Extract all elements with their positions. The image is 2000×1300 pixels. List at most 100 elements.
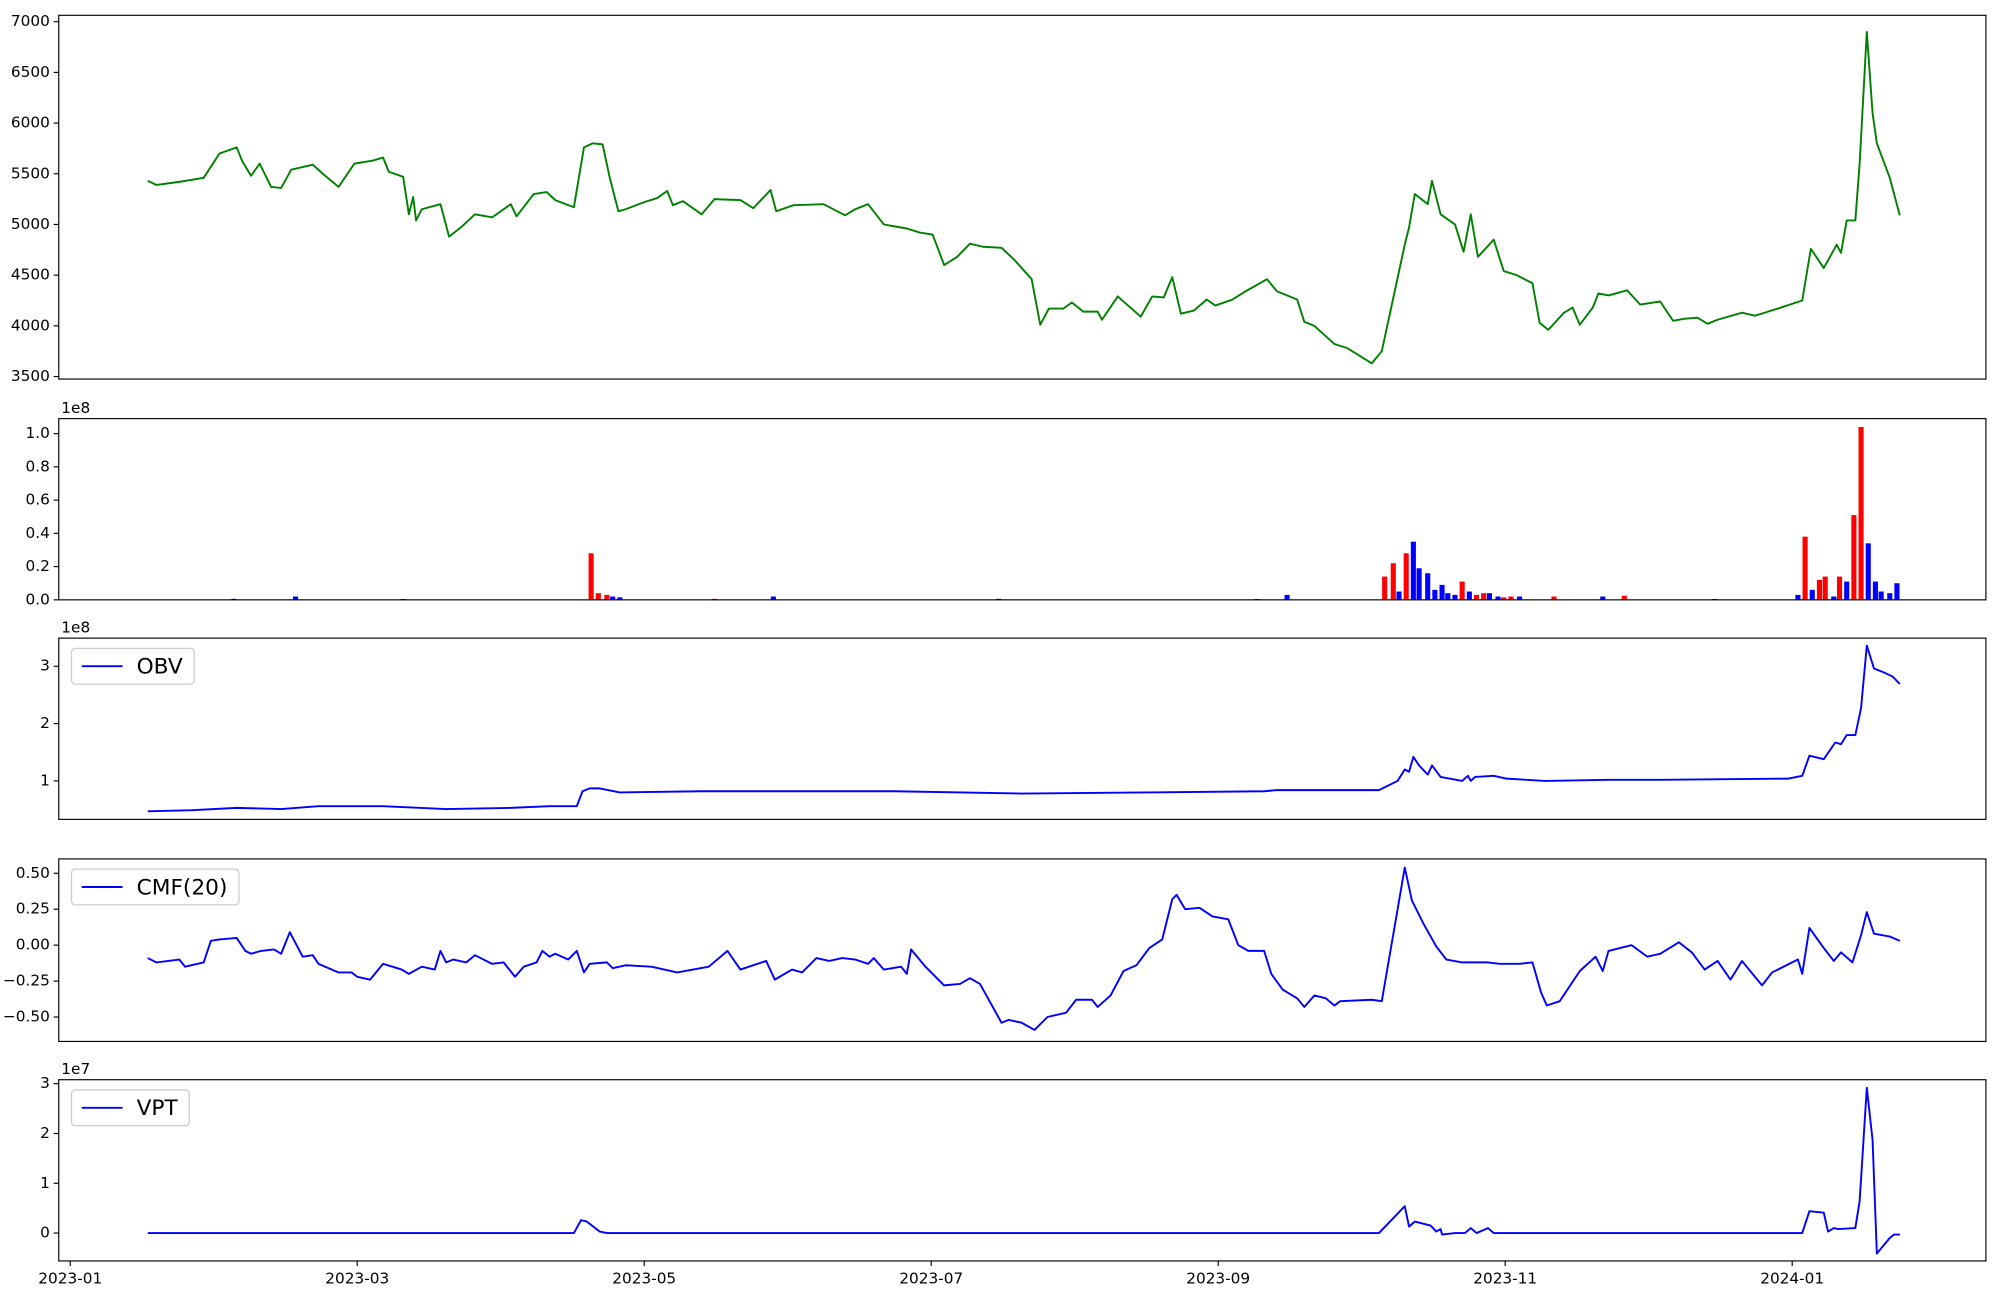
bar [1600, 596, 1606, 600]
bar [588, 553, 594, 600]
bar [1516, 596, 1523, 600]
y-tick-label: 1 [40, 771, 50, 789]
bar [1802, 536, 1808, 600]
y-tick-label: 4000 [11, 316, 50, 334]
y-tick-label: 6000 [11, 114, 50, 132]
bar [1865, 543, 1871, 600]
y-tick-label: 0.2 [25, 557, 49, 575]
bar [1894, 583, 1900, 600]
plot-frame [58, 418, 1987, 601]
bar [1459, 581, 1465, 600]
panel: −0.50 −0.25 0.00 0.25 0.50 CMF(20) [3, 858, 1987, 1043]
line [147, 644, 1901, 813]
legend-label: CMF(20) [137, 875, 228, 900]
bar [1481, 593, 1487, 600]
y-tick-label: 0.4 [25, 524, 49, 542]
panel: 0 1 2 3 2023-01 2023-03 2023-05 2023-07 2023-09 2… [38, 1060, 1987, 1287]
bar [1403, 553, 1409, 600]
y-tick-label: 4500 [11, 266, 50, 284]
y-tick-label: 2 [40, 1124, 50, 1142]
y-tick-label: 1 [40, 1174, 50, 1192]
y-tick-label: 5000 [11, 215, 50, 233]
x-tick-label: 2023-03 [325, 1269, 389, 1287]
plot-frame [58, 637, 1987, 820]
bar [595, 593, 601, 600]
y-tick-label: 0.50 [16, 864, 50, 882]
y-tick-label: 2 [40, 714, 50, 732]
axis-offset-label: 1e8 [61, 399, 90, 417]
y-tick-label: 1.0 [25, 424, 49, 442]
bar [1822, 576, 1828, 600]
bar [1836, 576, 1843, 600]
bar [1410, 541, 1416, 600]
bar [770, 596, 776, 600]
bar [1432, 589, 1438, 600]
legend-box [70, 1089, 190, 1127]
bar [1425, 573, 1431, 600]
bar [1495, 596, 1501, 600]
legend-label: OBV [137, 654, 183, 679]
bar [1445, 593, 1451, 600]
bar [1390, 563, 1396, 600]
x-tick-label: 2023-05 [612, 1269, 676, 1287]
bar [1551, 596, 1557, 600]
bar [1439, 584, 1445, 600]
panel: 0.0 0.2 0.4 0.6 0.8 1.0 1e8 [25, 399, 1987, 608]
bar [1809, 589, 1815, 600]
bar [1486, 593, 1492, 600]
x-tick-label: 2023-01 [38, 1269, 102, 1287]
y-tick-label: 3 [40, 1074, 50, 1092]
panel: 1 2 3 1e8 OBV [40, 618, 1987, 820]
bar [1851, 515, 1857, 600]
bar [1816, 579, 1823, 600]
bar [1858, 426, 1864, 600]
plot-frame [58, 14, 1987, 380]
y-tick-label: −0.25 [3, 972, 50, 990]
bar [1501, 597, 1507, 600]
legend-box [70, 647, 195, 685]
bar [610, 596, 616, 600]
x-tick-label: 2024-01 [1760, 1269, 1824, 1287]
y-tick-label: 0.00 [16, 936, 50, 954]
bar [1452, 594, 1458, 600]
bar [1831, 596, 1837, 600]
panel: 3500 4000 4500 5000 5500 6000 6500 7000 [11, 12, 1987, 385]
bar [1872, 581, 1878, 600]
line [147, 866, 1901, 1031]
y-tick-label: 3500 [11, 367, 50, 385]
bar [604, 594, 610, 600]
axis-offset-label: 1e7 [61, 1060, 90, 1078]
y-tick-label: −0.50 [3, 1007, 50, 1025]
bar [1416, 568, 1422, 600]
legend-box [70, 868, 240, 906]
bar [1284, 594, 1290, 600]
y-tick-label: 3 [40, 657, 50, 675]
y-tick-label: 0.6 [25, 491, 49, 509]
bar [1466, 591, 1472, 600]
y-tick-label: 0.0 [25, 590, 49, 608]
axis-offset-label: 1e8 [61, 618, 90, 636]
y-tick-label: 7000 [11, 12, 50, 30]
y-tick-label: 6500 [11, 63, 50, 81]
bar [617, 597, 623, 600]
x-tick-label: 2023-09 [1186, 1269, 1250, 1287]
plot-frame [58, 858, 1987, 1043]
line [147, 30, 1901, 365]
bar [1473, 594, 1480, 600]
bar [292, 596, 299, 600]
y-tick-label: 0.8 [25, 457, 49, 475]
bar [1844, 581, 1850, 600]
plot-frame [58, 1079, 1987, 1262]
y-tick-label: 5500 [11, 164, 50, 182]
bar [1382, 576, 1388, 600]
bar [1396, 591, 1402, 600]
y-tick-label: 0 [40, 1224, 50, 1242]
x-tick-label: 2023-11 [1473, 1269, 1537, 1287]
legend-label: VPT [137, 1096, 179, 1121]
x-tick-label: 2023-07 [899, 1269, 963, 1287]
bar [1621, 595, 1627, 600]
bar [1508, 596, 1514, 600]
y-tick-label: 0.25 [16, 900, 50, 918]
